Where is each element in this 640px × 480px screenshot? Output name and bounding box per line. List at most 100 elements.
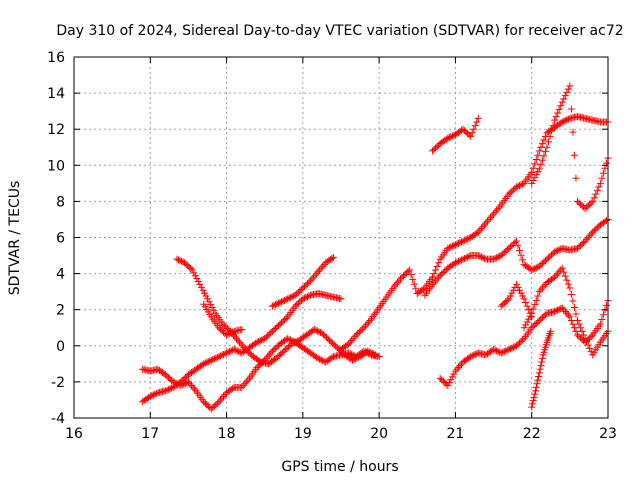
data-point xyxy=(203,358,211,366)
series-9 xyxy=(436,297,612,390)
data-point xyxy=(537,261,545,269)
data-point xyxy=(283,344,291,352)
data-point xyxy=(599,311,607,319)
data-point xyxy=(448,242,456,250)
data-point xyxy=(453,365,461,373)
data-point xyxy=(459,125,467,133)
data-point xyxy=(439,269,447,277)
data-point xyxy=(558,304,566,312)
data-point xyxy=(311,271,319,279)
data-point xyxy=(227,347,235,355)
data-point xyxy=(531,321,539,329)
data-point xyxy=(191,272,199,280)
data-point xyxy=(357,327,365,335)
x-tick-label: 23 xyxy=(599,426,617,442)
data-point xyxy=(220,322,228,330)
data-point xyxy=(289,339,297,347)
data-point xyxy=(218,351,226,359)
data-point xyxy=(281,296,289,304)
data-point xyxy=(552,271,560,279)
data-point xyxy=(459,255,467,263)
data-point xyxy=(282,296,290,304)
data-point xyxy=(577,200,585,208)
data-point xyxy=(149,391,157,399)
data-point xyxy=(554,306,562,314)
data-point xyxy=(508,289,516,297)
data-point xyxy=(212,354,220,362)
data-point xyxy=(287,340,295,348)
data-point xyxy=(593,224,601,232)
data-point xyxy=(308,275,316,283)
data-point xyxy=(178,257,186,265)
data-point xyxy=(534,168,542,176)
data-point xyxy=(541,280,549,288)
x-tick-label: 21 xyxy=(447,426,465,442)
data-point xyxy=(262,354,270,362)
data-point xyxy=(581,205,589,213)
data-point xyxy=(493,254,501,262)
data-point xyxy=(175,256,183,264)
data-point xyxy=(264,353,272,361)
data-point xyxy=(461,254,469,262)
data-point xyxy=(442,380,450,388)
data-point xyxy=(185,263,193,271)
data-point xyxy=(194,278,202,286)
data-point xyxy=(485,215,493,223)
grid xyxy=(74,57,608,418)
data-point xyxy=(592,190,600,198)
data-point xyxy=(237,340,245,348)
data-point xyxy=(232,346,240,354)
data-point xyxy=(212,401,220,409)
data-point xyxy=(584,234,592,241)
data-point xyxy=(222,323,230,331)
data-point xyxy=(561,117,569,125)
data-point xyxy=(313,270,321,278)
data-point xyxy=(560,95,568,103)
data-point xyxy=(166,375,174,383)
data-point xyxy=(207,356,215,364)
data-point xyxy=(205,298,213,306)
data-point xyxy=(454,239,462,247)
data-point xyxy=(566,82,574,90)
data-point xyxy=(352,331,360,339)
data-point xyxy=(445,379,453,387)
data-point xyxy=(305,292,313,300)
data-point xyxy=(226,348,234,356)
data-point xyxy=(213,353,221,361)
data-point xyxy=(351,355,359,363)
data-point xyxy=(490,255,498,263)
data-point xyxy=(328,354,336,362)
data-point xyxy=(312,326,320,334)
data-point xyxy=(186,380,194,388)
data-point xyxy=(287,293,295,301)
data-point xyxy=(551,116,559,124)
data-point xyxy=(583,203,591,211)
data-point xyxy=(294,337,302,345)
data-point xyxy=(535,165,543,173)
data-point xyxy=(204,295,211,303)
data-point xyxy=(502,298,510,306)
data-point xyxy=(181,259,189,267)
data-point xyxy=(477,253,485,261)
data-point xyxy=(560,117,568,125)
data-point xyxy=(184,378,192,386)
data-point xyxy=(261,335,269,343)
data-point xyxy=(595,183,603,191)
data-point xyxy=(210,402,218,410)
data-point xyxy=(461,236,469,244)
data-point xyxy=(353,354,361,362)
data-point xyxy=(564,85,572,93)
data-point xyxy=(483,217,491,225)
data-point xyxy=(343,341,351,349)
data-point xyxy=(273,343,281,351)
data-point xyxy=(253,363,261,371)
data-point xyxy=(558,98,566,106)
data-point xyxy=(435,259,443,267)
data-point xyxy=(599,169,607,177)
data-point xyxy=(409,275,417,283)
data-point xyxy=(236,338,244,346)
data-point xyxy=(348,336,356,344)
data-point xyxy=(543,255,551,263)
data-point xyxy=(519,256,527,264)
